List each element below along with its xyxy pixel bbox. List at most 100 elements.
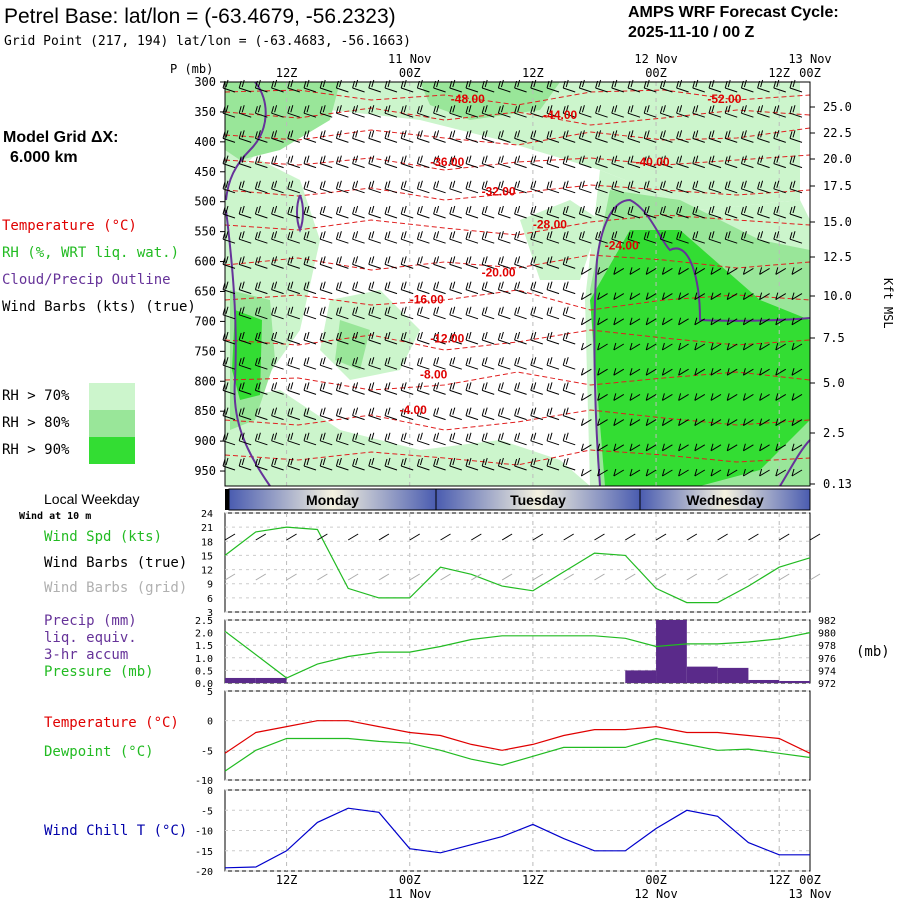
day-label: Monday — [306, 492, 359, 508]
wind-barb — [271, 339, 284, 345]
xs-axes: 3003504004505005506006507007508008509009… — [194, 75, 852, 491]
precip-bar — [748, 679, 780, 683]
wind-barb-feather — [533, 155, 537, 163]
wind-barb-feather — [695, 231, 699, 239]
wind-barb-feather — [742, 443, 746, 451]
cloud-outline-path — [225, 81, 267, 201]
top-hour-label: 00Z — [645, 66, 667, 80]
wind-barb-feather — [578, 232, 582, 240]
wind-barb-feather — [533, 180, 537, 188]
wind-barb-feather — [481, 232, 485, 240]
wind-barb-feather — [338, 407, 342, 415]
wind-barb-feather — [549, 256, 553, 264]
wind-barb-feather — [335, 332, 339, 341]
top-hour-label: 12Z — [276, 66, 298, 80]
wind-barb — [645, 444, 657, 452]
wind-barb-feather — [319, 131, 323, 139]
bottom-date-label: 13 Nov — [788, 887, 831, 900]
wind-barb-feather — [630, 155, 634, 163]
model-grid-value: 6.000 km — [10, 149, 78, 166]
day-label: Tuesday — [510, 492, 566, 508]
wind-barb-feather — [371, 105, 375, 113]
wind-barb — [613, 318, 625, 326]
wind-barb-feather — [465, 358, 469, 366]
surface-wind-barb — [347, 533, 359, 541]
wind-barb-feather — [338, 306, 342, 314]
wind-barb-feather — [335, 383, 339, 391]
wind-barb-feather — [613, 368, 617, 376]
wind-barb — [465, 289, 479, 295]
wind-barb-feather — [257, 79, 261, 88]
wind-barb-feather — [694, 418, 698, 426]
wind-barb — [563, 314, 576, 320]
top-date-label: 12 Nov — [634, 52, 677, 66]
wind-barb — [660, 238, 673, 244]
wind-barb-feather — [387, 407, 391, 415]
wind-barb — [449, 238, 462, 244]
wind-barb — [660, 137, 673, 143]
wind-barb-feather — [646, 180, 650, 188]
wind-barb-feather — [530, 232, 534, 240]
wind-barb-feather — [546, 282, 550, 290]
wind-barb-feather — [740, 206, 744, 215]
wind-barb-feather — [465, 206, 469, 215]
wind-barb — [546, 238, 560, 244]
pressure-tick-label: 500 — [194, 195, 216, 209]
wind-barb-feather — [562, 131, 566, 139]
wind-barb-feather — [274, 155, 278, 163]
wind-barb-feather — [241, 306, 245, 314]
wind-barb-feather — [484, 457, 488, 466]
wind-barb — [384, 415, 398, 421]
legend-cloud: Cloud/Precip Outline — [2, 272, 171, 288]
wind-barb-feather — [595, 106, 599, 114]
wind-barb — [789, 188, 803, 194]
wind-barb-feather — [500, 180, 504, 188]
wind-barb-feather — [776, 155, 780, 163]
wind-barb-feather — [436, 231, 440, 239]
grid-wind-barb — [347, 573, 359, 581]
wind-barb-feather — [238, 433, 242, 441]
wind-barb-feather — [629, 342, 633, 351]
wind-barb-feather — [274, 231, 278, 239]
wind-barb-feather — [387, 105, 391, 113]
wind-barb-feather — [679, 180, 683, 188]
wind-barb-feather — [384, 358, 388, 366]
wind-barb-feather — [484, 281, 488, 289]
wind-barb — [368, 87, 381, 93]
wind-barb — [773, 137, 786, 143]
wind-barb-feather — [514, 206, 518, 215]
wind-barb — [401, 263, 414, 269]
wind-barb — [449, 339, 462, 345]
day-label: Wednesday — [686, 492, 764, 508]
wind-barb — [759, 393, 770, 401]
wind-barb-feather — [433, 156, 437, 164]
wind-barb-feather — [694, 292, 698, 300]
wind-barb — [791, 343, 803, 351]
wind-barb-feather — [614, 130, 618, 138]
wind-barb-feather — [740, 232, 744, 240]
wind-barb-feather — [597, 468, 601, 477]
wind-barb-feather — [759, 468, 763, 477]
wind-barb — [710, 469, 722, 477]
wind-barb-feather — [387, 205, 391, 214]
wind-barb-feather — [238, 156, 242, 164]
wind-barb-feather — [742, 342, 746, 351]
wind-barb — [255, 112, 268, 118]
wind-barb-feather — [692, 206, 696, 215]
bottom-hour-label: 12Z — [522, 873, 544, 887]
wind-barb-feather — [708, 156, 712, 164]
wind-barb — [303, 87, 317, 93]
wind-barb-feather — [241, 407, 245, 415]
wind-barb-feather — [254, 181, 258, 189]
wind-barb-feather — [565, 205, 569, 214]
wind-barb — [255, 364, 268, 370]
wind-barb-feather — [533, 432, 537, 440]
wind-barb-feather — [517, 331, 521, 340]
wind-barb-feather — [497, 156, 501, 164]
wind-barb-feather — [500, 256, 504, 264]
wind-barb-feather — [241, 357, 245, 365]
wind-barb — [662, 293, 673, 301]
wind-barb-feather — [241, 180, 245, 188]
wind-barb-feather — [678, 443, 682, 451]
wind-barb-feather — [290, 130, 294, 138]
